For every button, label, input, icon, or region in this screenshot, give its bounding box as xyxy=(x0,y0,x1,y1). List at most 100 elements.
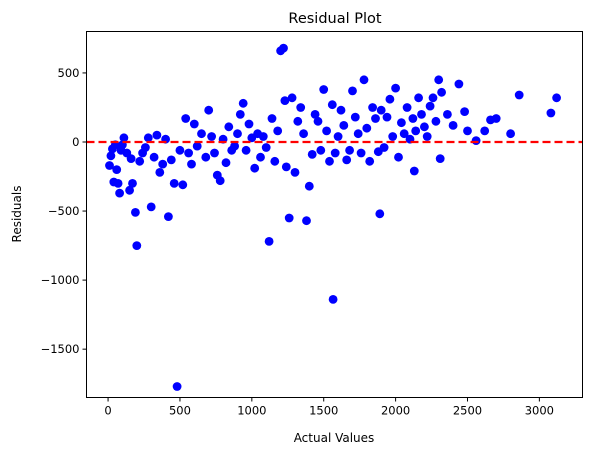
y-tick-label-4: −1500 xyxy=(41,342,80,356)
data-point-59 xyxy=(258,132,268,141)
data-point-70 xyxy=(287,93,297,103)
data-point-38 xyxy=(197,129,206,139)
data-point-23 xyxy=(152,130,162,140)
data-point-114 xyxy=(408,114,418,123)
data-point-67 xyxy=(280,96,290,105)
data-point-102 xyxy=(375,209,385,219)
data-point-73 xyxy=(296,103,306,112)
data-point-21 xyxy=(146,202,156,212)
data-point-76 xyxy=(304,181,314,191)
data-point-41 xyxy=(207,132,217,141)
data-point-86 xyxy=(330,148,340,158)
data-point-58 xyxy=(256,152,265,162)
y-tick-label-0: 500 xyxy=(58,66,80,80)
data-point-5 xyxy=(112,165,122,175)
x-axis-label: Actual Values xyxy=(294,431,375,445)
data-point-105 xyxy=(382,112,392,122)
data-point-82 xyxy=(322,126,331,136)
data-point-123 xyxy=(431,116,441,126)
data-point-127 xyxy=(443,110,452,119)
data-point-36 xyxy=(189,119,199,129)
data-point-109 xyxy=(394,152,403,162)
data-point-110 xyxy=(397,118,406,128)
data-point-14 xyxy=(128,179,137,188)
x-tick-label-5: 2500 xyxy=(453,404,482,418)
y-axis: 500 0 −500 −1000 −1500 xyxy=(41,66,87,356)
data-point-16 xyxy=(132,241,142,251)
data-point-99 xyxy=(368,103,377,112)
plot-area xyxy=(105,43,561,391)
data-point-6 xyxy=(113,179,123,188)
x-tick-label-0: 0 xyxy=(104,404,111,418)
data-point-63 xyxy=(270,156,280,166)
data-point-117 xyxy=(414,93,423,103)
data-point-118 xyxy=(417,110,426,119)
data-point-78 xyxy=(310,110,320,119)
data-point-20 xyxy=(143,133,153,143)
data-point-54 xyxy=(244,119,254,129)
data-point-62 xyxy=(267,114,277,123)
data-point-0 xyxy=(105,161,114,170)
x-tick-label-6: 3000 xyxy=(525,404,554,418)
data-point-104 xyxy=(379,143,389,152)
data-point-25 xyxy=(158,159,168,169)
x-tick-label-3: 1500 xyxy=(309,404,338,418)
data-point-64 xyxy=(273,126,283,136)
data-point-31 xyxy=(175,145,185,155)
data-point-128 xyxy=(448,121,458,130)
data-point-124 xyxy=(434,75,444,85)
data-point-98 xyxy=(365,156,375,166)
data-point-52 xyxy=(238,98,248,108)
y-tick-label-3: −1000 xyxy=(41,273,80,287)
data-point-120 xyxy=(422,132,432,141)
data-point-17 xyxy=(135,156,145,166)
data-point-119 xyxy=(420,122,429,132)
data-point-75 xyxy=(302,216,311,226)
y-axis-label: Residuals xyxy=(10,186,24,243)
data-point-126 xyxy=(437,87,446,97)
data-point-37 xyxy=(192,141,202,151)
data-point-87 xyxy=(333,132,343,141)
data-point-74 xyxy=(299,129,308,139)
data-point-106 xyxy=(385,94,395,104)
data-point-91 xyxy=(345,145,354,155)
data-point-10 xyxy=(119,133,129,143)
data-point-129 xyxy=(454,79,464,89)
data-point-122 xyxy=(428,93,438,103)
data-point-35 xyxy=(187,159,196,169)
data-point-107 xyxy=(388,132,398,141)
data-point-96 xyxy=(359,75,369,85)
data-point-137 xyxy=(514,90,524,100)
data-point-29 xyxy=(169,179,179,188)
data-point-40 xyxy=(204,105,214,115)
data-point-69 xyxy=(284,213,294,223)
data-point-13 xyxy=(126,154,136,164)
data-point-80 xyxy=(316,145,326,155)
data-point-61 xyxy=(264,237,274,246)
data-point-135 xyxy=(491,114,501,123)
data-point-89 xyxy=(339,121,349,130)
data-point-53 xyxy=(241,145,251,155)
data-point-44 xyxy=(215,176,225,186)
data-point-125 xyxy=(435,154,445,164)
data-point-22 xyxy=(149,152,159,162)
data-point-94 xyxy=(353,129,363,139)
data-point-95 xyxy=(356,148,366,158)
data-point-7 xyxy=(115,188,124,198)
data-point-88 xyxy=(336,105,346,115)
data-point-33 xyxy=(181,114,191,123)
data-point-79 xyxy=(313,116,323,126)
data-point-34 xyxy=(184,148,194,158)
data-point-15 xyxy=(131,208,140,217)
x-tick-label-2: 1000 xyxy=(237,404,266,418)
data-point-139 xyxy=(552,93,561,103)
data-point-130 xyxy=(460,107,469,116)
data-point-111 xyxy=(399,129,409,139)
data-point-85 xyxy=(328,295,338,304)
data-point-93 xyxy=(350,112,360,122)
x-tick-label-4: 2000 xyxy=(381,404,410,418)
data-point-84 xyxy=(327,100,337,110)
data-point-100 xyxy=(371,114,380,123)
data-point-71 xyxy=(290,168,300,177)
